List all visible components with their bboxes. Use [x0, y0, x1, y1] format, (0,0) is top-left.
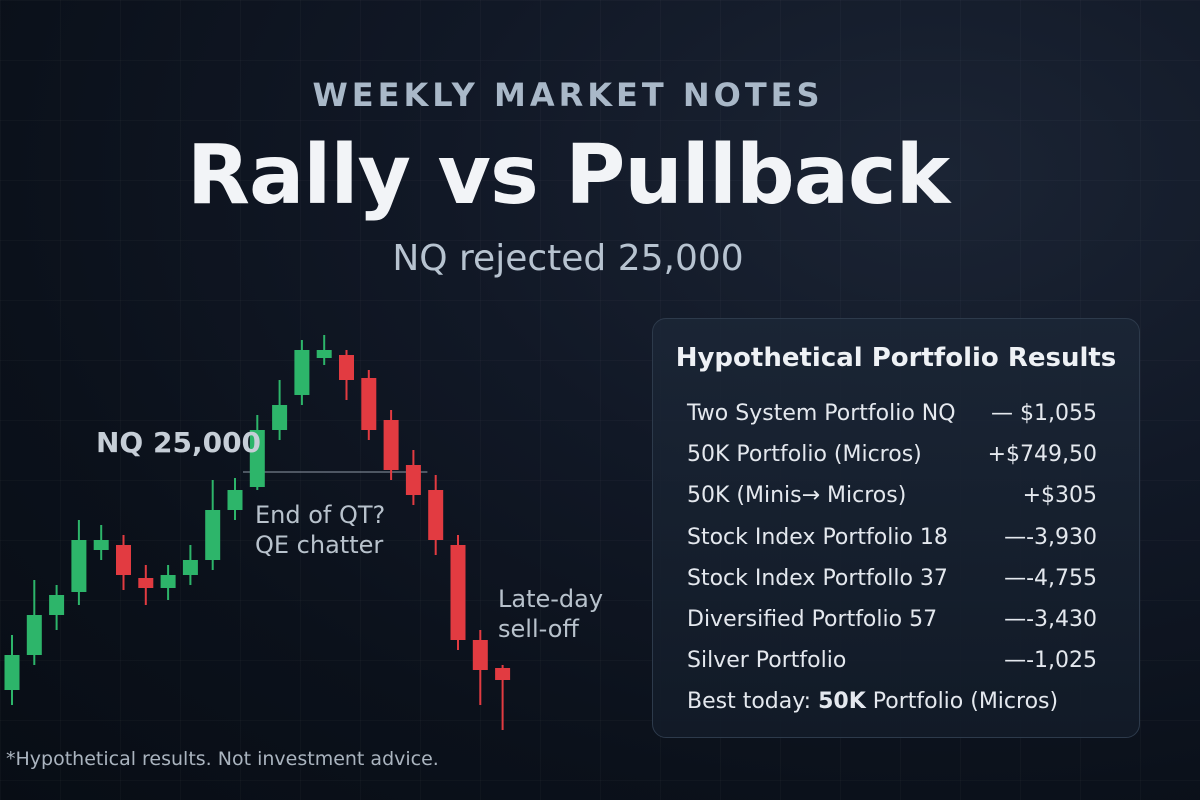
portfolio-row: 50K (Minis→ Micros) +$305: [687, 475, 1097, 516]
candle-down: [405, 465, 421, 495]
candle-down: [361, 378, 377, 430]
candle-down: [472, 640, 488, 670]
portfolio-card-title: Hypothetical Portfolio Results: [675, 343, 1117, 373]
portfolio-name: Diversified Portfolio 57: [687, 607, 938, 633]
portfolio-name: Silver Portfolio: [687, 648, 847, 674]
disclaimer-text: *Hypothetical results. Not investment ad…: [6, 748, 439, 770]
portfolio-value: —-3,930: [1004, 524, 1097, 550]
portfolio-name: Two System Portfolio NQ: [687, 401, 956, 427]
qt-annotation-line2: QE chatter: [255, 531, 384, 559]
page-title: Rally vs Pullback: [186, 128, 950, 223]
kicker-label: WEEKLY MARKET NOTES: [312, 76, 824, 114]
best-today-prefix: Best today:: [687, 689, 812, 714]
candle-up: [272, 405, 288, 430]
candle-down: [428, 490, 444, 540]
best-today-line: Best today: 50K Portfolio (Micros): [687, 689, 1058, 714]
best-today-rest: Portfolio (Micros): [872, 689, 1059, 714]
candle-up: [26, 615, 42, 655]
portfolio-row: Diversified Portfolio 57 —-3,430: [687, 599, 1097, 640]
candle-down: [383, 420, 399, 470]
portfolio-value: —-1,025: [1004, 648, 1097, 674]
portfolio-name: Stock Index Portfollo 37: [687, 565, 948, 591]
portfolio-results-card: Hypothetical Portfolio Results Two Syste…: [652, 318, 1140, 738]
candle-up: [182, 560, 198, 575]
portfolio-value: +$305: [1022, 483, 1097, 509]
portfolio-row: Stock Index Portfollo 37 —-4,755: [687, 558, 1097, 599]
portfolio-value: — $1,055: [991, 401, 1097, 427]
portfolio-name: Stock Index Portfolio 18: [687, 524, 948, 550]
candle-up: [93, 540, 109, 550]
portfolio-value: —-4,755: [1004, 565, 1097, 591]
candle-up: [205, 510, 221, 560]
best-today-highlight: 50K: [818, 689, 866, 714]
portfolio-rows: Two System Portfolio NQ — $1,055 50K Por…: [687, 393, 1097, 681]
portfolio-value: +$749,50: [987, 442, 1097, 468]
portfolio-value: —-3,430: [1004, 607, 1097, 633]
portfolio-name: 50K Portfolio (Micros): [687, 442, 922, 468]
selloff-annotation-line2: sell-off: [498, 615, 579, 643]
candle-up: [294, 350, 310, 395]
candlestick-chart: [4, 335, 511, 730]
qt-annotation-line1: End of QT?: [255, 501, 386, 529]
candle-up: [49, 595, 65, 615]
candle-up: [249, 430, 265, 487]
selloff-annotation-line1: Late-day: [498, 585, 604, 613]
candle-up: [316, 350, 332, 358]
level-annotation: NQ 25,000: [96, 426, 262, 459]
candle-up: [4, 655, 20, 690]
candle-down: [138, 578, 154, 588]
portfolio-row: Silver Portfolio —-1,025: [687, 640, 1097, 681]
portfolio-row: Two System Portfolio NQ — $1,055: [687, 393, 1097, 434]
page-subtitle: NQ rejected 25,000: [392, 238, 744, 279]
portfolio-name: 50K (Minis→ Micros): [687, 483, 907, 509]
portfolio-row: Stock Index Portfolio 18 —-3,930: [687, 517, 1097, 558]
qt-annotation: End of QT? QE chatter: [255, 500, 425, 560]
selloff-annotation: Late-day sell-off: [498, 584, 618, 644]
candle-up: [160, 575, 176, 588]
candle-down: [116, 545, 131, 575]
candle-up: [71, 540, 87, 592]
candle-down: [495, 668, 511, 680]
candle-up: [227, 490, 243, 510]
candle-down: [339, 355, 354, 380]
candle-down: [450, 545, 466, 640]
portfolio-row: 50K Portfolio (Micros) +$749,50: [687, 434, 1097, 475]
